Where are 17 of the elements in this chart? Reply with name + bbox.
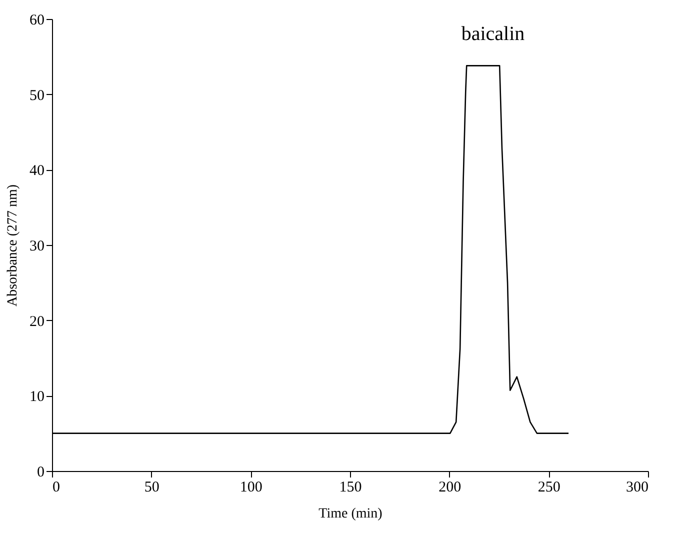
x-tick-label: 300 [626, 480, 648, 496]
x-tick-label: 200 [438, 480, 462, 496]
x-tick-label: 150 [339, 480, 362, 496]
x-tick-label: 250 [538, 480, 560, 496]
y-tick-label: 10 [30, 389, 44, 406]
x-axis-title: Time (min) [318, 506, 383, 522]
y-tick-label: 60 [30, 12, 44, 28]
x-tick-label: 0 [52, 480, 60, 496]
x-tick-label: 100 [240, 480, 262, 496]
y-tick-label: 50 [30, 88, 44, 104]
y-tick-label: 20 [30, 314, 44, 330]
x-tick-label: 50 [144, 480, 160, 496]
y-tick-label: 40 [30, 163, 44, 180]
y-tick-label: 30 [30, 238, 44, 254]
annotation: baicalin [461, 23, 525, 45]
y-tick-label: 0 [37, 464, 44, 480]
y-axis-title: Absorbance (277 nm) [6, 184, 20, 307]
